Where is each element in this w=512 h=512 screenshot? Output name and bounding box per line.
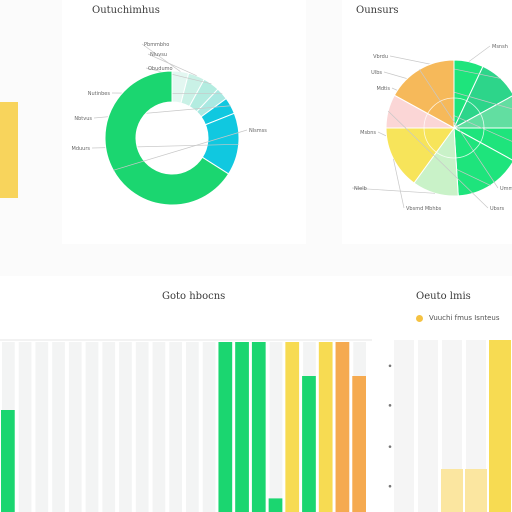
bar[interactable] xyxy=(235,342,249,512)
bar-chart-title: Goto hbocns xyxy=(162,291,226,302)
bar[interactable] xyxy=(489,340,511,512)
right-gridband xyxy=(394,340,414,512)
y-tick-mark xyxy=(388,445,392,448)
slice-label-obudumo: Obudumo xyxy=(148,66,173,72)
bar-gridband xyxy=(135,342,149,512)
y-tick-mark xyxy=(388,404,392,407)
bar[interactable] xyxy=(251,342,266,512)
leader-line xyxy=(145,67,212,85)
donut-chart-title: Outuchimhus xyxy=(92,5,160,16)
slice-label-pbmmbho: Pbmmbho xyxy=(144,42,169,48)
slice-label-ummns: Ummns xyxy=(500,186,512,192)
legend-label: Vuuchi fmus Isnteus xyxy=(429,314,500,322)
bar-gridband xyxy=(186,342,199,512)
pie-inner-ring xyxy=(423,97,485,159)
y-tick-mark xyxy=(388,364,392,368)
right-bar-chart-panel: Oeuto lmis xyxy=(372,276,512,512)
bar-gridband xyxy=(35,342,49,512)
bar[interactable] xyxy=(318,342,333,512)
bar[interactable] xyxy=(218,342,233,512)
slice-label-nlsmss: Nlsmss xyxy=(249,128,267,134)
slice-label-nlelb: Nlelb xyxy=(354,186,367,192)
pie-chart-title: Ounsurs xyxy=(356,5,399,16)
bar-gridband xyxy=(18,342,32,512)
pie-slice-ulbs[interactable] xyxy=(453,95,512,129)
slice-label-nbtvus: Nbtvus xyxy=(74,116,92,122)
pie-chart: Msnsh Vbrdu Ulbs Mdtis Msbns Nlelb Vbsmd Mbhbs… xyxy=(351,44,512,212)
donut-chart-panel: Outuchimhus Pbmmbho Nluvsu Obudumo Nutinbes… xyxy=(62,0,306,244)
slice-label-ulbs: Ulbs xyxy=(371,70,382,76)
leader-line xyxy=(351,187,436,194)
donut-chart: Pbmmbho Nluvsu Obudumo Nutinbes Nbtvus Mduurs… xyxy=(72,42,267,206)
bar-gridband xyxy=(202,342,216,512)
bar-gridband xyxy=(102,342,116,512)
bar-gridband xyxy=(119,342,132,512)
bar-gridband xyxy=(68,342,82,512)
slice-label-mdtis: Mdtis xyxy=(377,86,391,92)
slice-label-ubsrs: Ubsrs xyxy=(490,206,504,212)
slice-label-msbns: Msbns xyxy=(360,130,376,136)
leader-line xyxy=(147,53,197,77)
chart-legend[interactable]: Vuuchi fmus Isnteus xyxy=(416,314,500,322)
slice-label-vbrdu: Vbrdu xyxy=(373,54,388,60)
slice-label-msnsh: Msnsh xyxy=(492,44,508,50)
bar[interactable] xyxy=(465,469,487,512)
slice-label-vbsmd-mbhbs: Vbsmd Mbhbs xyxy=(406,206,442,212)
slice-label-nluvsu: Nluvsu xyxy=(150,52,167,58)
bar[interactable] xyxy=(335,342,350,512)
bar-chart xyxy=(0,339,372,512)
bar-gridband xyxy=(85,342,99,512)
bar-gridband xyxy=(269,342,283,512)
pie-chart-panel: Ounsurs Msnsh Vbrdu Ulbs Mdtis Msbns Nlelb Vbs… xyxy=(342,0,512,244)
bar[interactable] xyxy=(268,498,283,512)
bar[interactable] xyxy=(441,469,463,512)
bar-gridband xyxy=(169,342,182,512)
bar-gridband xyxy=(52,342,65,512)
leader-line xyxy=(387,110,489,209)
slice-label-mduurs: Mduurs xyxy=(72,146,91,152)
leader-line xyxy=(468,45,491,62)
right-chart-title: Oeuto lmis xyxy=(416,291,471,302)
y-tick-mark xyxy=(388,484,392,488)
pie-slice-vbsmd-mbhbs[interactable] xyxy=(385,127,455,184)
leader-line xyxy=(113,129,248,171)
leader-line xyxy=(419,69,499,189)
pie-slice-msbns[interactable] xyxy=(453,127,512,197)
left-edge-bar xyxy=(0,102,18,198)
right-bar-chart xyxy=(388,340,511,512)
bar[interactable] xyxy=(302,376,316,512)
legend-swatch xyxy=(416,314,423,322)
bar[interactable] xyxy=(352,376,366,512)
leader-line xyxy=(393,158,405,209)
bar[interactable] xyxy=(285,342,300,512)
bar-gridband xyxy=(152,342,166,512)
leader-line xyxy=(141,43,181,72)
pie-slice-nlsmss[interactable] xyxy=(104,70,230,206)
bar-chart-panel: Goto hbocns xyxy=(0,276,372,512)
right-gridband xyxy=(418,340,438,512)
bar[interactable] xyxy=(1,410,15,512)
slice-label-nutinbes: Nutinbes xyxy=(88,91,111,97)
